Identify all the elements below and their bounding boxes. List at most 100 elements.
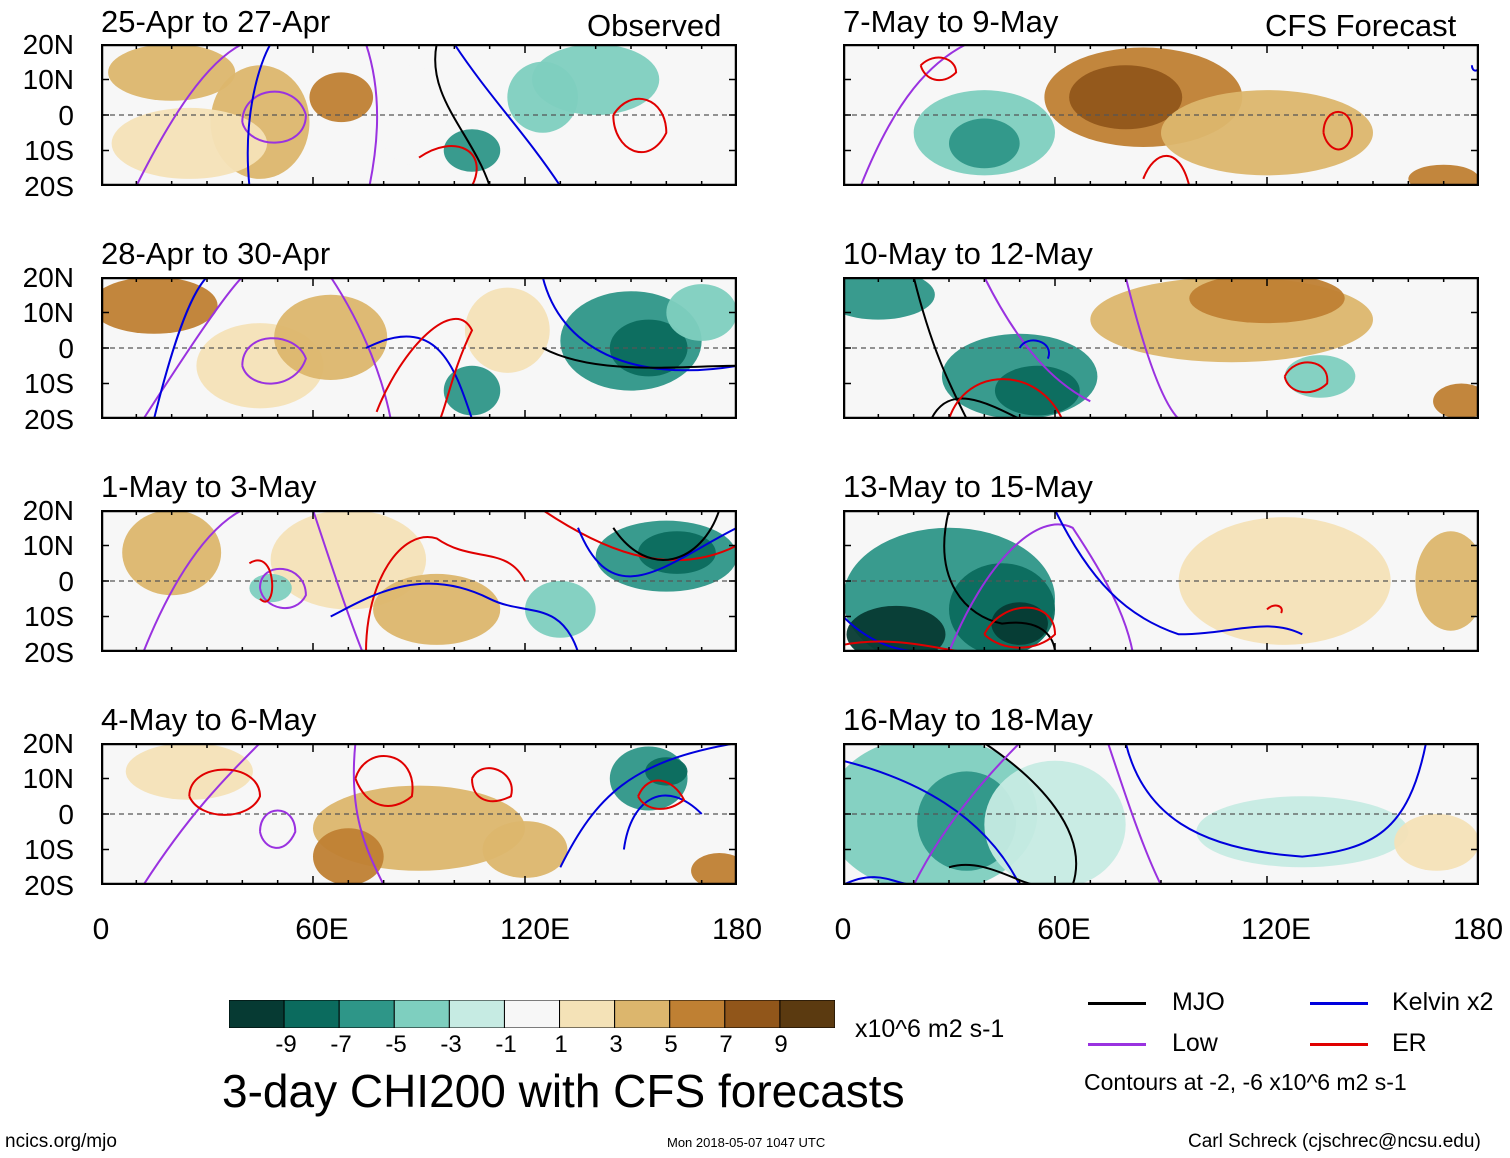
colorbar [229, 1000, 835, 1028]
anomaly-region [638, 531, 716, 574]
colorbar-swatch [283, 1000, 340, 1028]
anomaly-region [1069, 65, 1183, 130]
anomaly-region [443, 365, 501, 416]
panel-title-obs-4: 4-May to 6-May [101, 702, 317, 737]
lat-tick: 20S [24, 404, 74, 435]
colorbar-label: -9 [275, 1031, 297, 1058]
legend-label-low: Low [1172, 1029, 1218, 1057]
contour-line [365, 335, 473, 419]
contour-line [1054, 510, 1303, 636]
chart-title: 3-day CHI200 with CFS forecasts [222, 1065, 905, 1117]
legend-label-kelvin: Kelvin x2 [1392, 988, 1494, 1016]
colorbar-swatch [229, 1000, 285, 1028]
contour-line [1142, 155, 1191, 186]
lat-tick: 10N [22, 297, 74, 328]
colorbar-label: -7 [330, 1031, 352, 1058]
colorbar-swatch [724, 1000, 781, 1028]
contour-line [142, 743, 261, 885]
legend-swatch-mjo [1088, 1002, 1146, 1005]
contour-line [246, 44, 272, 186]
anomaly-region [122, 510, 222, 596]
lat-tick: 20N [22, 262, 74, 293]
contour-line [330, 582, 579, 652]
anomaly-region [482, 821, 568, 878]
contour-line [135, 44, 243, 186]
colorbar-label: 1 [554, 1031, 568, 1058]
legend-swatch-low [1088, 1043, 1146, 1046]
contour-line [453, 44, 562, 186]
panel-title-fc-4: 16-May to 18-May [843, 702, 1093, 737]
contour-line [948, 523, 1134, 652]
map-panel-obs-3 [101, 510, 737, 652]
lon-tick: 120E [1240, 913, 1312, 946]
contour-line [153, 277, 208, 419]
colorbar-swatch [559, 1000, 616, 1028]
map-panel-obs-4 [101, 743, 737, 885]
anomaly-region [1284, 355, 1356, 398]
contour-line [622, 794, 703, 850]
anomaly-region [373, 573, 501, 645]
panel-title-fc-2: 10-May to 12-May [843, 236, 1093, 271]
anomaly-region [1189, 277, 1345, 324]
contour-line [1266, 604, 1283, 614]
lat-tick: 20N [22, 29, 74, 60]
panel-title-fc-1: 7-May to 9-May [843, 4, 1059, 39]
colorbar-swatch [338, 1000, 395, 1028]
contour-line [930, 397, 1021, 419]
anomaly-region [111, 107, 268, 179]
contour-line [418, 145, 478, 186]
contour-line [859, 44, 968, 186]
colorbar-swatch [448, 1000, 505, 1028]
colorbar-label: -5 [385, 1031, 407, 1058]
map-panel-obs-2 [101, 277, 737, 419]
contour-line [241, 337, 307, 385]
lat-tick: 10N [22, 763, 74, 794]
lat-tick: 10S [24, 834, 74, 865]
lon-tick: 0 [834, 913, 852, 946]
anomaly-region [525, 581, 596, 638]
contour-line [365, 44, 379, 186]
lat-tick: 20N [22, 495, 74, 526]
legend-label-mjo: MJO [1172, 988, 1225, 1016]
lon-tick: 0 [92, 913, 110, 946]
lat-tick: 20S [24, 171, 74, 202]
anomaly-region [125, 743, 253, 800]
panel-title-obs-3: 1-May to 3-May [101, 469, 317, 504]
contour-line [637, 779, 686, 810]
contour-line [375, 317, 474, 419]
contour-line [577, 526, 737, 578]
contour-line [612, 510, 721, 561]
anomaly-region [313, 828, 384, 885]
anomaly-region [1433, 383, 1479, 419]
legend-swatch-kelvin [1310, 1002, 1368, 1005]
lat-tick: 10N [22, 530, 74, 561]
lon-tick: 120E [499, 913, 571, 946]
colorbar-swatch [669, 1000, 726, 1028]
contour-line [259, 567, 307, 610]
anomaly-region [1394, 814, 1479, 871]
anomaly-region [108, 44, 236, 101]
colorbar-label: 5 [664, 1031, 678, 1058]
colorbar-swatch [614, 1000, 671, 1028]
contour-line [248, 559, 274, 603]
units-label: x10^6 m2 s-1 [855, 1015, 1005, 1043]
contour-line [1018, 339, 1051, 359]
colorbar-label: -1 [495, 1031, 517, 1058]
contour-line [541, 277, 737, 372]
contour-line [471, 767, 513, 803]
anomaly-region [270, 510, 427, 610]
anomaly-region [532, 44, 660, 115]
contour-line [188, 768, 262, 816]
colorbar-swatch [393, 1000, 450, 1028]
anomaly-region [443, 129, 501, 172]
colorbar-label: 3 [609, 1031, 623, 1058]
contour-line [983, 277, 1091, 403]
lat-tick: 10S [24, 135, 74, 166]
lat-tick: 20S [24, 870, 74, 901]
map-panel-fc-4 [843, 743, 1479, 885]
footer-timestamp: Mon 2018-05-07 1047 UTC [667, 1135, 826, 1150]
lon-tick: 60E [1037, 913, 1091, 946]
footer-source-link[interactable]: ncics.org/mjo [5, 1131, 117, 1152]
anomaly-region [464, 287, 550, 373]
anomaly-region [666, 284, 737, 341]
